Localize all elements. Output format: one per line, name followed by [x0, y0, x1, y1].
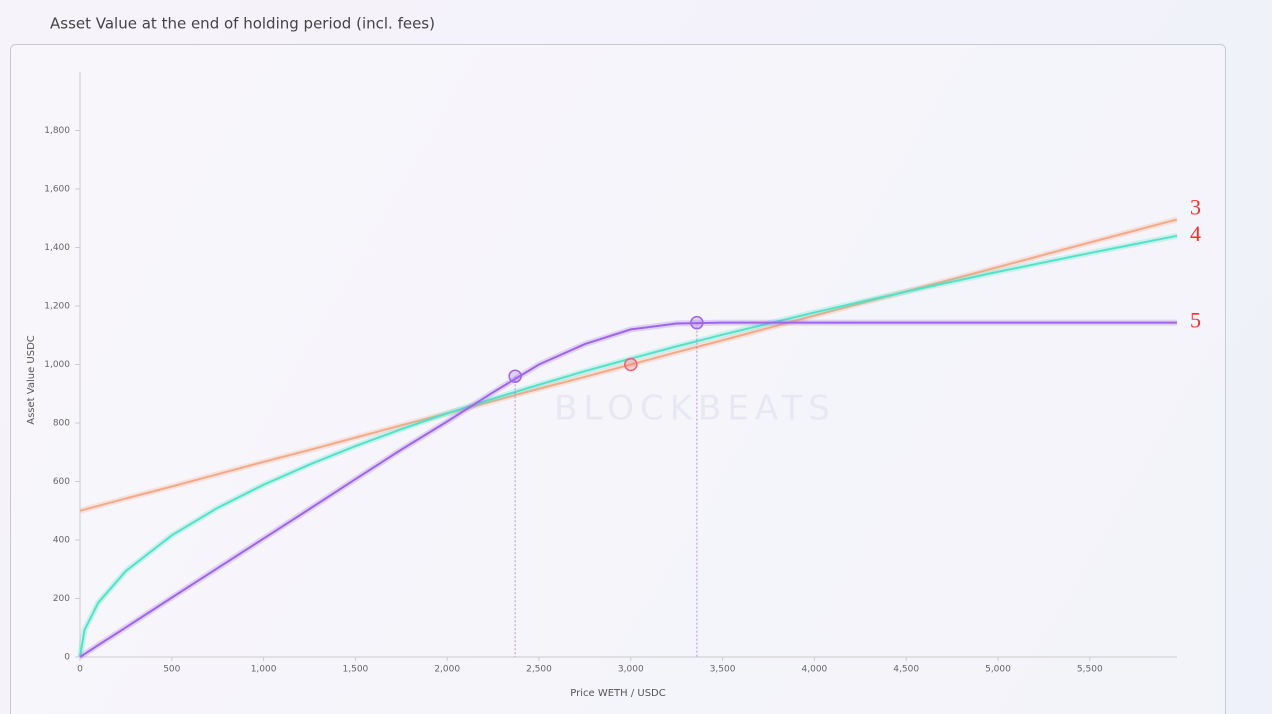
x-tick-label: 500: [163, 665, 180, 675]
y-tick-label: 400: [53, 536, 70, 546]
x-tick-label: 4,000: [802, 665, 828, 675]
y-axis-label: Asset Value USDC: [26, 335, 37, 425]
x-tick-label: 1,000: [251, 665, 277, 675]
series-label: 3: [1190, 194, 1201, 219]
marker: [690, 315, 704, 330]
x-tick-label: 3,000: [618, 665, 644, 675]
x-tick-label: 5,000: [985, 665, 1011, 675]
y-tick-label: 1,400: [44, 243, 70, 253]
panel: [10, 44, 1226, 714]
series-line: [79, 321, 1177, 658]
y-tick-label: 1,000: [44, 360, 70, 370]
marker: [508, 369, 522, 383]
y-tick-label: 1,600: [44, 185, 70, 195]
y-tick-label: 800: [53, 419, 70, 429]
marker: [624, 357, 638, 372]
series-line: [79, 218, 1178, 512]
y-tick-label: 1,800: [44, 126, 70, 136]
chart-title: Asset Value at the end of holding period…: [50, 15, 435, 33]
y-tick-label: 200: [53, 594, 70, 604]
y-tick-label: 600: [53, 477, 70, 487]
x-tick-label: 2,000: [434, 665, 460, 675]
x-tick-label: 3,500: [710, 665, 736, 675]
series-line: [79, 234, 1178, 658]
x-tick-label: 4,500: [893, 665, 919, 675]
x-tick-label: 2,500: [526, 665, 552, 675]
x-tick-label: 5,500: [1077, 665, 1103, 675]
y-tick-label: 1,200: [44, 302, 70, 312]
y-tick-label: 0: [64, 653, 70, 663]
series-label: 5: [1190, 308, 1201, 333]
series-label: 4: [1190, 221, 1201, 246]
x-tick-label: 1,500: [343, 665, 369, 675]
x-tick-label: 0: [77, 665, 83, 675]
watermark: BLOCKBEATS: [554, 389, 836, 429]
x-axis-label: Price WETH / USDC: [570, 688, 666, 699]
